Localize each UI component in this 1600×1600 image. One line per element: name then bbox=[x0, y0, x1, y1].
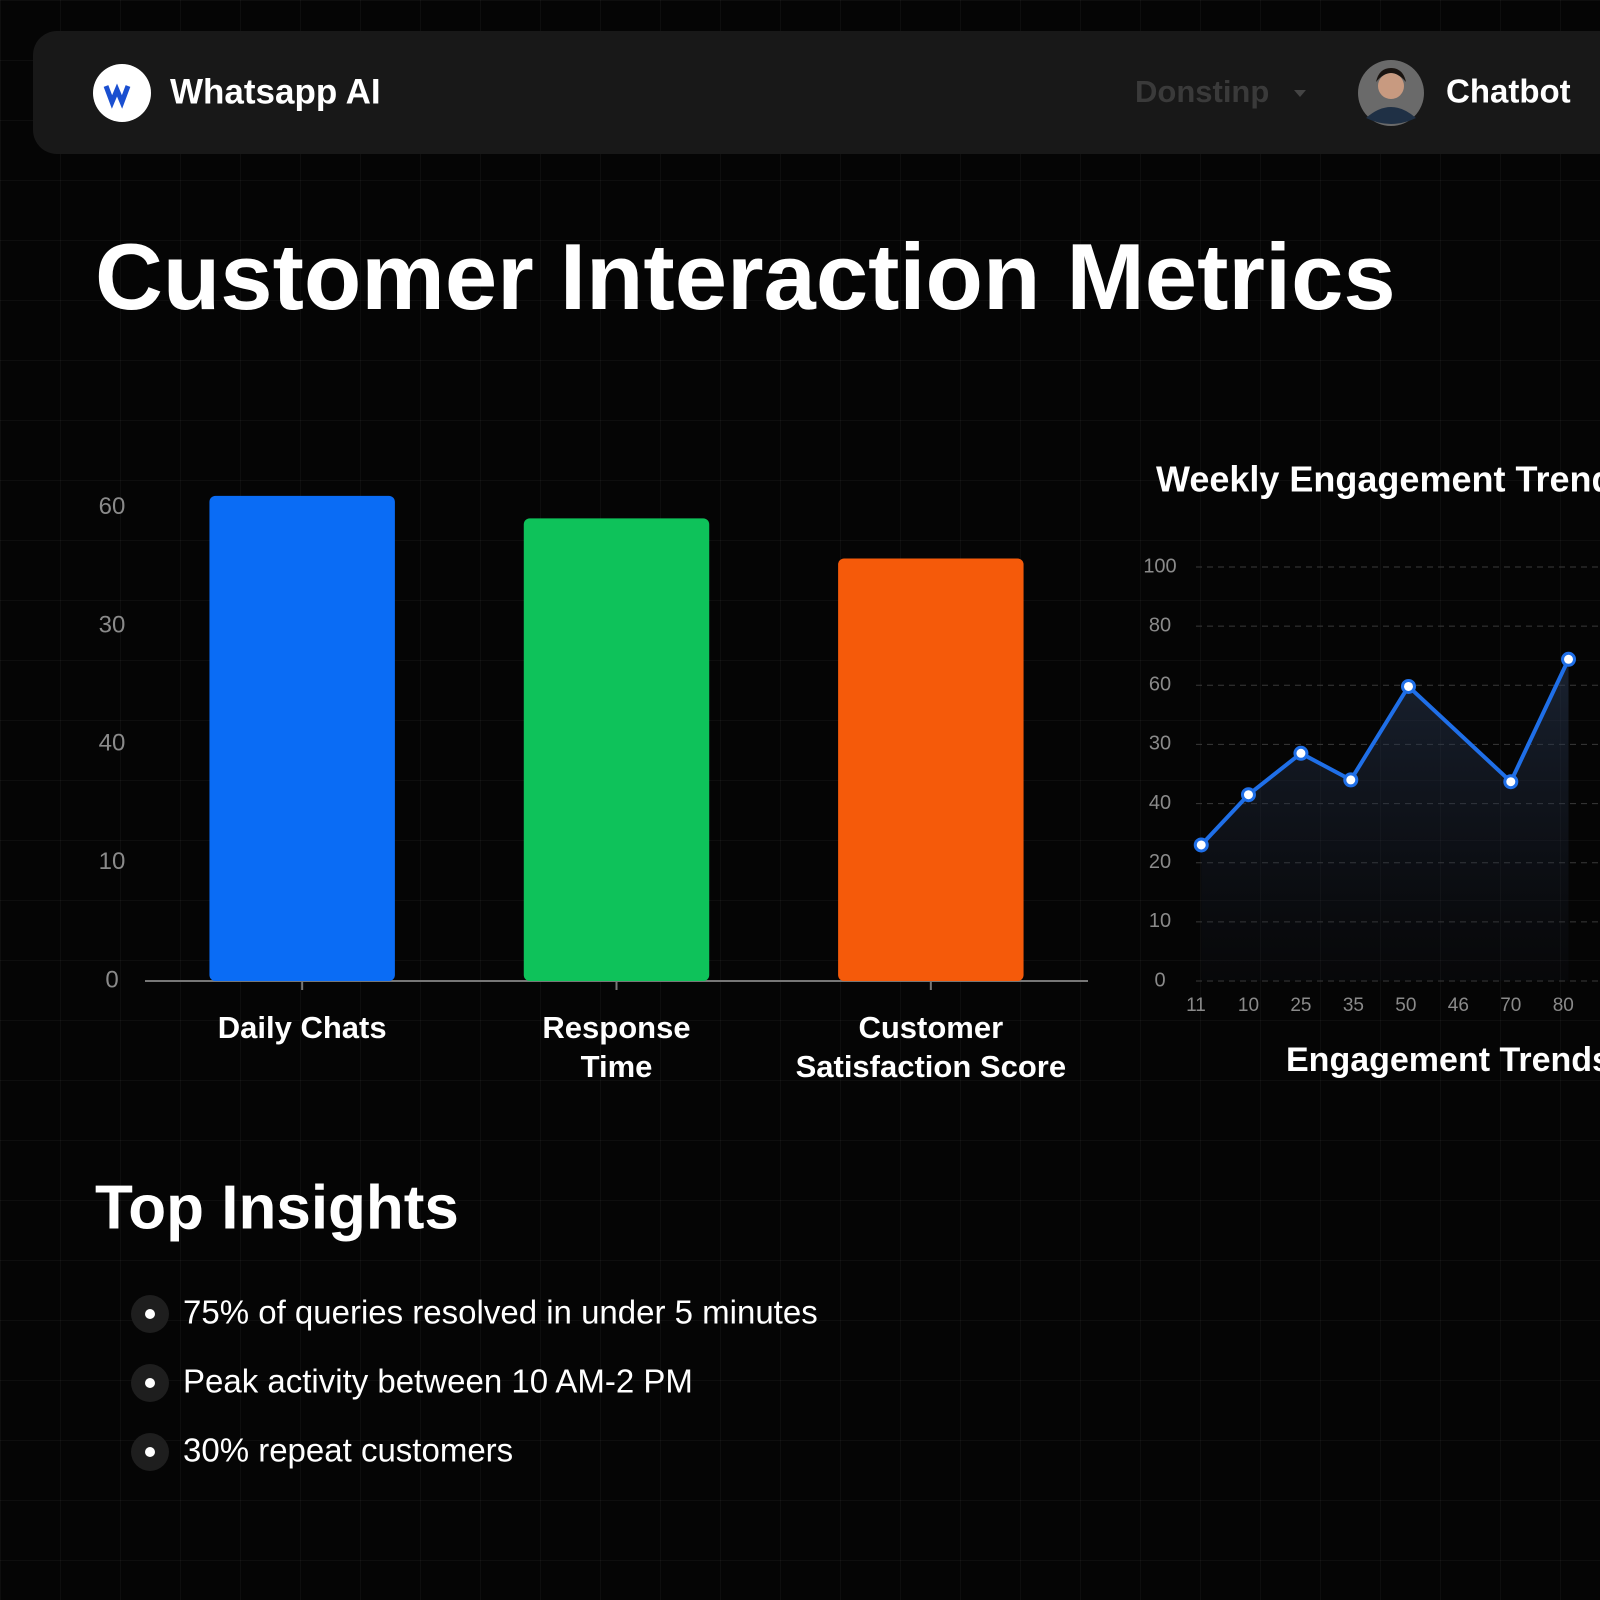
caret[interactable] bbox=[1294, 90, 1306, 97]
point bbox=[1400, 678, 1416, 694]
insight: 75% of queries resolved in under 5 minut… bbox=[183, 1294, 818, 1331]
x-tick-label: 25 bbox=[1290, 995, 1311, 1016]
x-tick-label: 46 bbox=[1448, 995, 1469, 1016]
y-tick-label: 30 bbox=[99, 611, 126, 638]
brand[interactable]: Whatsapp AI bbox=[170, 72, 381, 111]
nav-bar bbox=[33, 31, 1600, 154]
x-tick-label: Daily Chats bbox=[217, 1010, 387, 1045]
y-tick-label: 60 bbox=[99, 493, 126, 520]
point bbox=[1293, 745, 1309, 761]
x-tick-label: 10 bbox=[1238, 995, 1259, 1016]
y-tick-label: 40 bbox=[99, 730, 126, 757]
user-name[interactable]: Chatbot bbox=[1446, 73, 1571, 110]
x-axis-label: Engagement Trends bbox=[1286, 1041, 1600, 1079]
avatar-face bbox=[1378, 73, 1404, 99]
insights-title: Top Insights bbox=[95, 1173, 459, 1242]
x-tick-label: 80 bbox=[1553, 995, 1574, 1016]
menu[interactable]: Donstinp bbox=[1135, 74, 1269, 109]
x-tick-label: 11 bbox=[1186, 995, 1206, 1016]
y-tick-label: 60 bbox=[1149, 674, 1171, 696]
point bbox=[1503, 774, 1519, 790]
y-tick-label: 80 bbox=[1149, 614, 1171, 636]
point bbox=[1343, 772, 1359, 788]
logo[interactable] bbox=[93, 64, 151, 122]
y-tick-label: 30 bbox=[1149, 733, 1171, 755]
y-tick-label: 0 bbox=[105, 966, 118, 993]
x-tick-label: 50 bbox=[1395, 995, 1416, 1016]
avatar-body bbox=[1366, 107, 1416, 124]
x-tick-label: 70 bbox=[1500, 995, 1521, 1016]
y-tick-label: 40 bbox=[1149, 792, 1171, 814]
point bbox=[1240, 787, 1256, 803]
logo-glyph bbox=[103, 83, 131, 109]
y-tick-label: 20 bbox=[1149, 851, 1171, 873]
bullet-dot bbox=[145, 1378, 155, 1388]
y-tick-label: 10 bbox=[99, 848, 126, 875]
bar bbox=[209, 495, 395, 981]
bar bbox=[838, 558, 1024, 981]
bullet-dot bbox=[145, 1447, 155, 1457]
point bbox=[1193, 837, 1209, 853]
point bbox=[1561, 651, 1577, 667]
y-tick-label: 100 bbox=[1143, 555, 1176, 577]
x-tick-label: 35 bbox=[1343, 995, 1364, 1016]
y-tick-label: 10 bbox=[1149, 910, 1171, 932]
y-tick-label: 0 bbox=[1154, 969, 1165, 991]
page-title: Customer Interaction Metrics bbox=[95, 224, 1396, 329]
area bbox=[1201, 659, 1569, 981]
insight: Peak activity between 10 AM-2 PM bbox=[183, 1363, 693, 1400]
insight: 30% repeat customers bbox=[183, 1432, 513, 1469]
chart-title: Weekly Engagement Trends bbox=[1156, 459, 1600, 500]
x-tick-label: Customer Satisfaction Score bbox=[795, 1010, 1067, 1084]
avatar-hair bbox=[1376, 68, 1406, 82]
x-tick-label: Response Time bbox=[542, 1010, 691, 1084]
bullet-dot bbox=[145, 1309, 155, 1319]
bar bbox=[523, 518, 710, 981]
